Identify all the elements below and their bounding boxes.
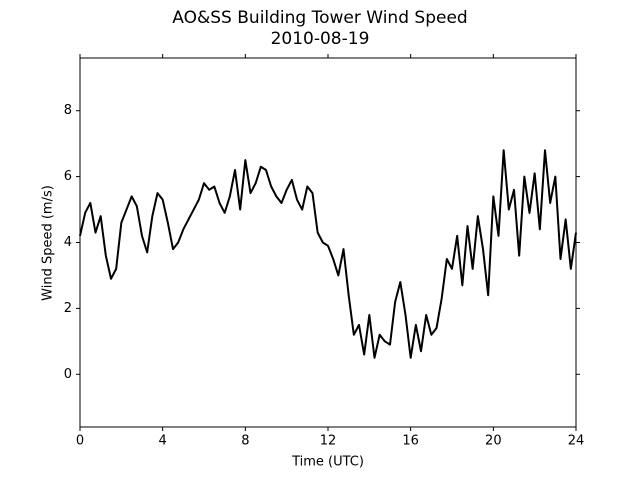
y-axis-label: Wind Speed (m/s) — [41, 185, 56, 301]
x-tick-label: 20 — [485, 434, 502, 449]
y-tick-label: 4 — [64, 235, 72, 250]
plot-frame — [79, 57, 577, 428]
x-axis-label: Time (UTC) — [291, 455, 364, 470]
x-tick-label: 0 — [76, 434, 84, 449]
x-tick-label: 8 — [241, 434, 249, 449]
x-tick-label: 16 — [402, 434, 419, 449]
y-tick-label: 0 — [64, 367, 72, 382]
y-tick-label: 8 — [64, 103, 72, 118]
y-tick-label: 2 — [64, 301, 72, 316]
x-tick-label: 12 — [320, 434, 337, 449]
chart-subtitle: 2010-08-19 — [271, 29, 370, 49]
x-tick-label: 24 — [568, 434, 585, 449]
data-line — [79, 149, 577, 359]
x-tick-label: 4 — [159, 434, 167, 449]
chart-title: AO&SS Building Tower Wind Speed — [172, 8, 467, 28]
y-tick-label: 6 — [64, 169, 72, 184]
